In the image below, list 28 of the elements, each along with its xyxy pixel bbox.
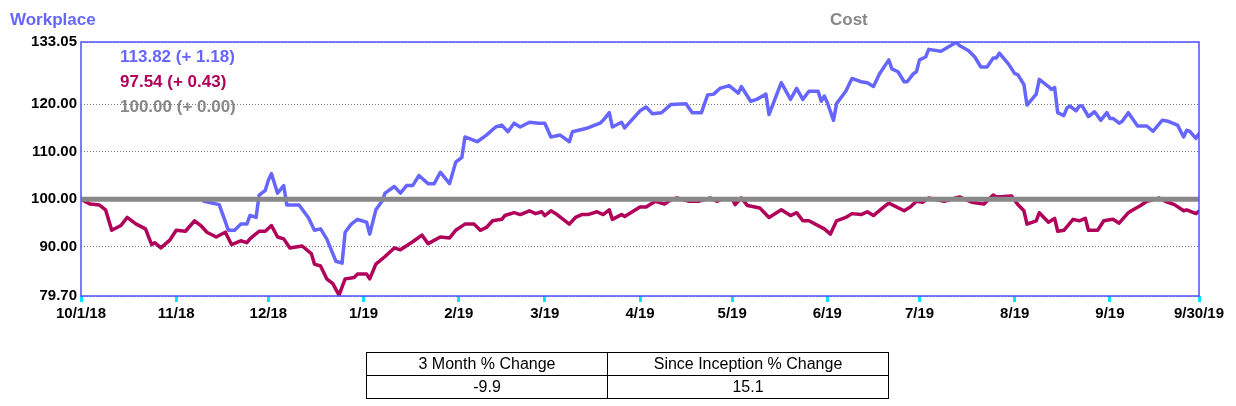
y-tick-label: 120.00 <box>31 94 77 112</box>
text: Since Inception % Change <box>607 352 889 376</box>
x-tick-label: 12/18 <box>249 304 288 322</box>
x-tick-label: 3/19 <box>530 304 560 322</box>
text: Cost <box>830 10 868 30</box>
y-tick-label: 110.00 <box>31 141 77 159</box>
y-tick-label: 79.70 <box>39 286 77 304</box>
y-tick-label: 133.05 <box>31 32 77 50</box>
x-tick-label: 2/19 <box>444 304 474 322</box>
x-tick-label: 9/19 <box>1095 304 1125 322</box>
x-tick-label: 10/1/18 <box>55 304 107 322</box>
y-tick-label: 90.00 <box>39 237 77 255</box>
x-tick-label: 7/19 <box>904 304 935 322</box>
x-tick-label: 4/19 <box>625 304 655 322</box>
x-tick-label: 1/19 <box>348 304 379 322</box>
annotation: 97.54 (+ 0.43) <box>120 71 228 93</box>
x-tick-label: 8/19 <box>1000 304 1030 322</box>
x-tick-label: 11/18 <box>157 304 195 322</box>
annotation: 113.82 (+ 1.18) <box>120 46 236 68</box>
annotation: 100.00 (+ 0.00) <box>120 96 236 118</box>
text: -9.9 <box>366 375 608 399</box>
y-tick-label: 100.00 <box>31 189 77 207</box>
x-tick-label: 5/19 <box>717 304 747 322</box>
text: 3 Month % Change <box>366 352 608 376</box>
x-tick-label: 6/19 <box>812 304 842 322</box>
x-tick-label: 9/30/19 <box>1173 304 1225 322</box>
text: Workplace <box>10 10 96 30</box>
text: 15.1 <box>607 375 889 399</box>
